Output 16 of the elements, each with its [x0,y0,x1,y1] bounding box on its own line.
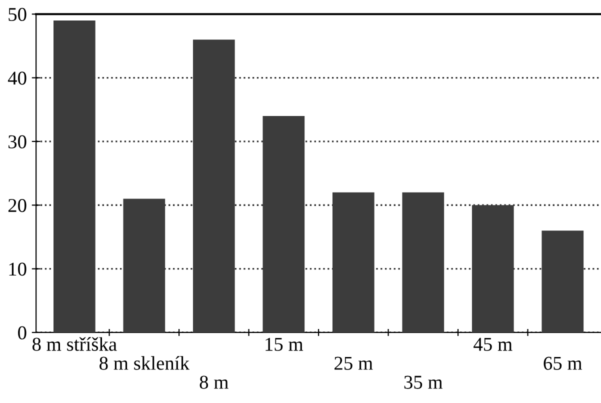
x-tick-label: 65 m [544,356,582,370]
x-tick-label: 25 m [334,356,373,370]
bar [53,20,96,332]
x-tick-label: 45 m [474,338,512,351]
y-tick-label: 50 [8,8,26,22]
y-tick-label: 40 [8,72,26,85]
x-tick-label: 8 m skleník [100,356,190,370]
y-tick-label: 0 [18,326,26,340]
bar [402,192,444,332]
x-tick-label: 15 m [266,338,304,351]
x-tick-label: 8 m stříška [32,337,117,351]
y-tick-label: 20 [8,198,26,212]
x-tick-label: 35 m [404,376,443,389]
y-tick-label: 30 [8,135,26,148]
x-tick-label: 8 m [200,376,228,389]
y-tick-label: 10 [9,262,26,276]
